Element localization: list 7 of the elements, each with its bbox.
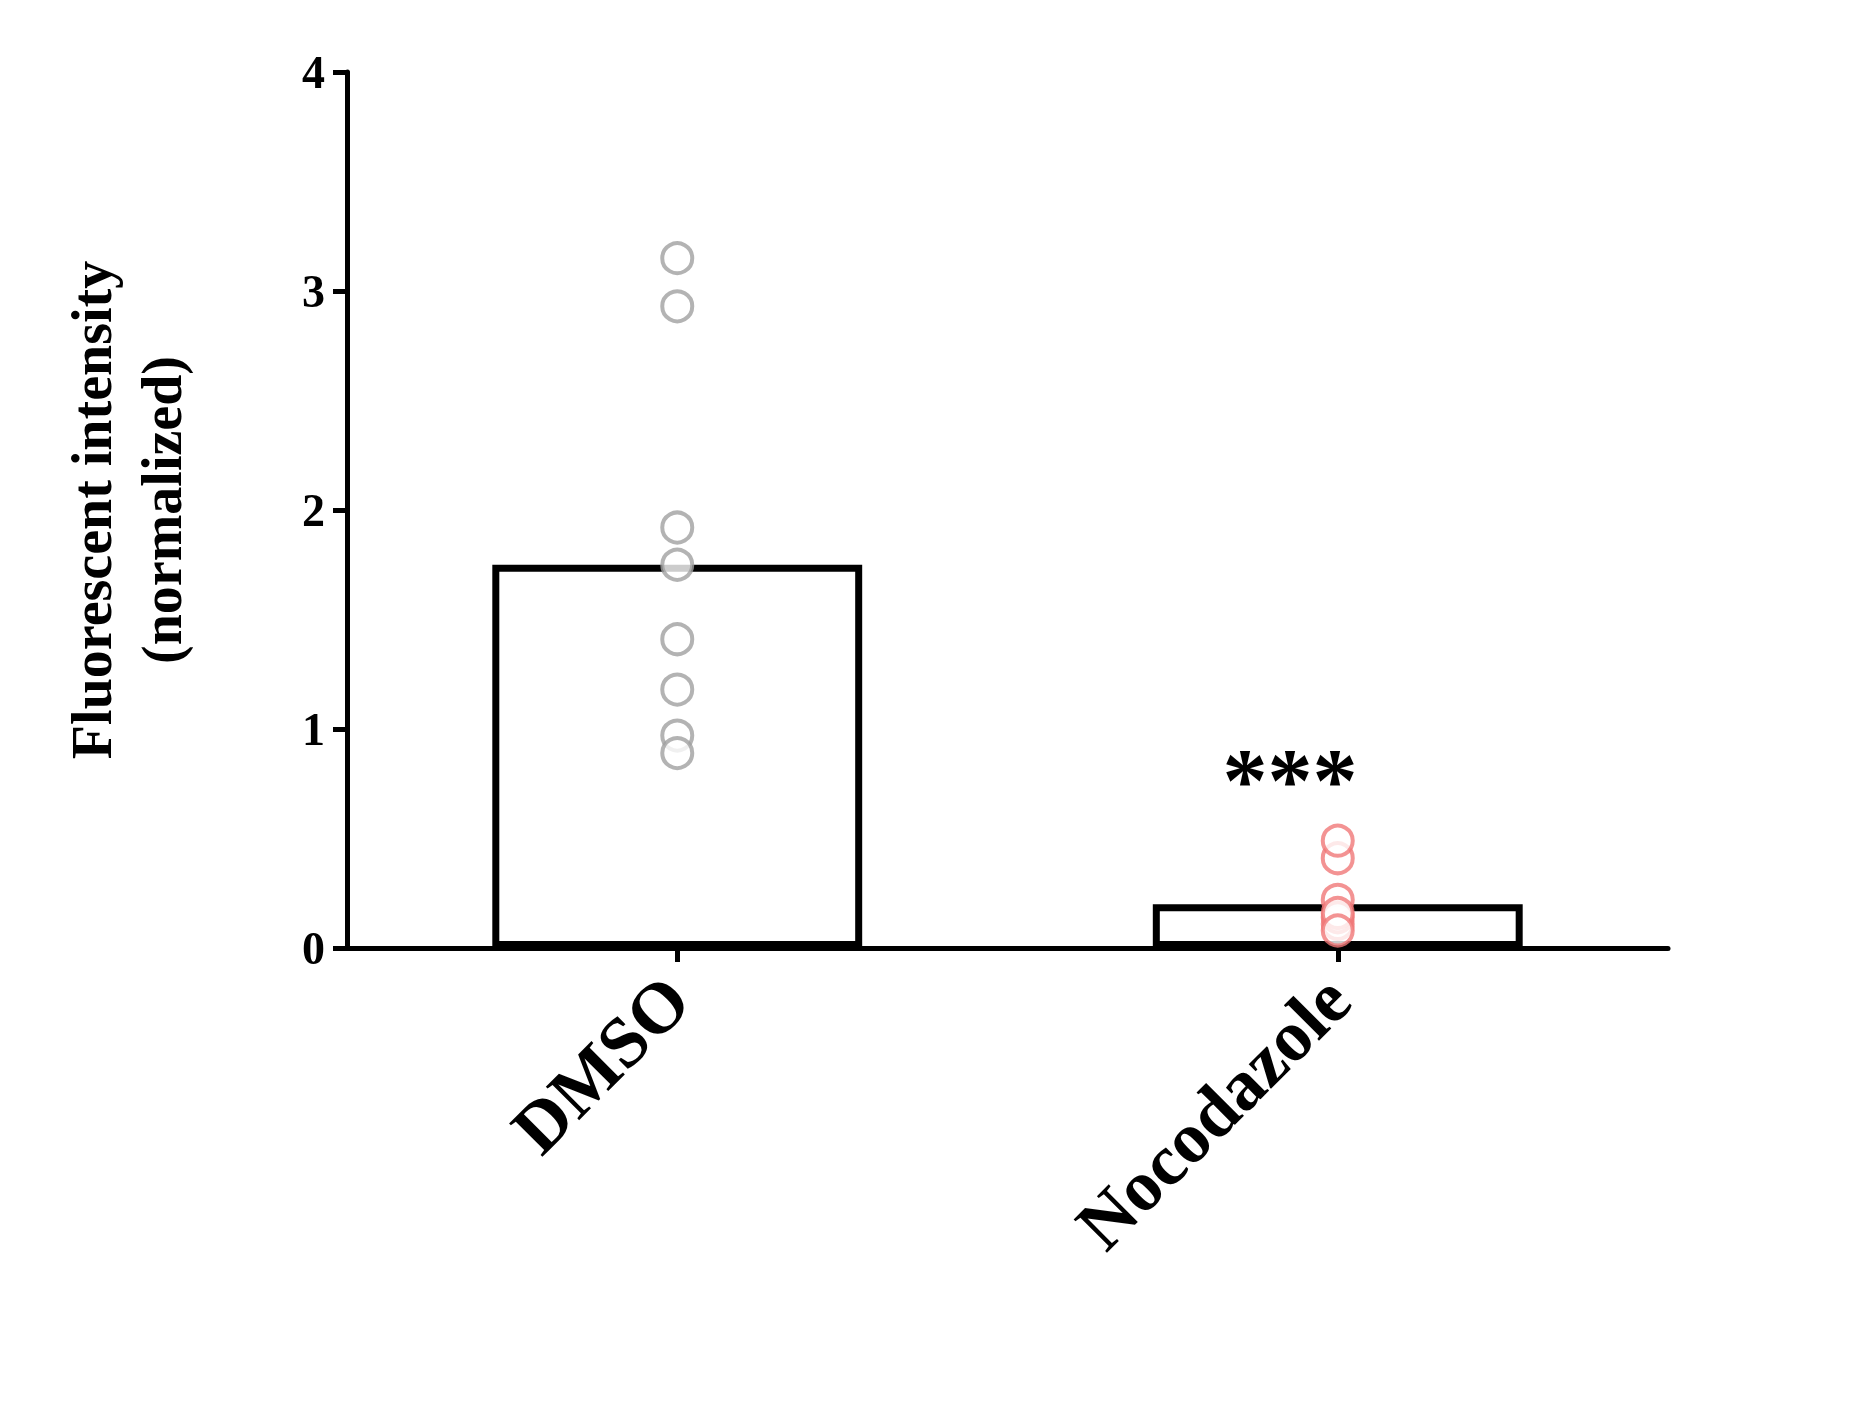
annotation: *** [1222,730,1358,830]
y-tick-label: 1 [302,703,325,755]
y-axis-title: Fluorescent intensity (normalized) [61,260,194,760]
y-tick-label: 3 [302,265,325,317]
y-tick-label: 4 [302,46,325,98]
y-tick-label: 2 [302,484,325,536]
y-tick-label: 0 [302,922,325,974]
